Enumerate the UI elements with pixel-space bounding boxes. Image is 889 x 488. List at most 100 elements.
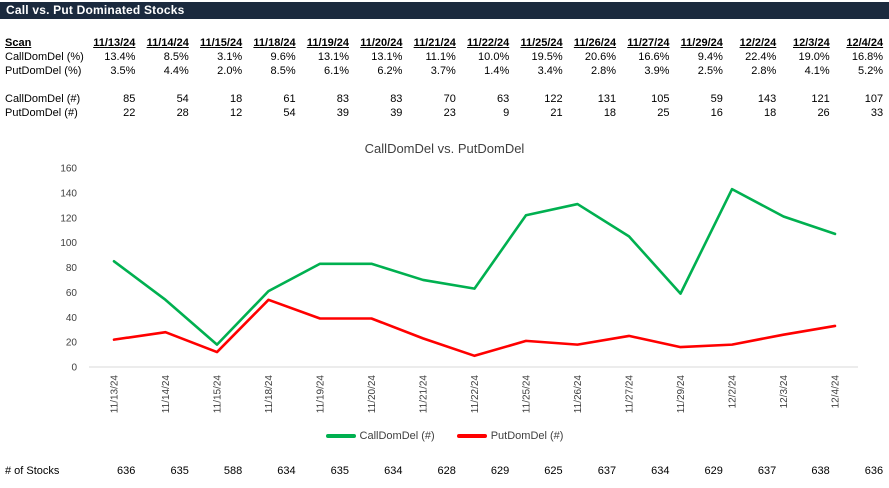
table-cell[interactable]: 18 <box>764 107 777 119</box>
table-cell[interactable]: 2.8% <box>590 65 617 77</box>
table-cell[interactable]: 2.8% <box>751 65 777 77</box>
table-cell[interactable]: 628 <box>437 465 456 477</box>
table-cell[interactable]: 3.9% <box>644 65 670 77</box>
table-header-cell[interactable]: 12/3/24 <box>792 37 830 49</box>
table-cell[interactable]: 625 <box>544 465 563 477</box>
table-cell[interactable]: 635 <box>170 465 189 477</box>
table-cell[interactable]: 635 <box>330 465 350 477</box>
table-cell[interactable]: 638 <box>811 465 830 477</box>
table-cell[interactable]: 6.1% <box>323 65 350 77</box>
table-header-cell[interactable]: 12/2/24 <box>739 37 777 49</box>
table-cell[interactable]: 629 <box>704 465 723 477</box>
table-cell[interactable]: 13.1% <box>371 51 403 63</box>
table-cell[interactable]: 28 <box>176 107 189 119</box>
table-cell[interactable]: 3.1% <box>217 51 243 63</box>
row-scan-header-label[interactable]: Scan <box>5 37 32 49</box>
table-cell[interactable]: 637 <box>757 465 777 477</box>
table-cell[interactable]: 19.5% <box>531 51 563 63</box>
table-header-cell[interactable]: 11/13/24 <box>93 37 136 49</box>
table-cell[interactable]: 634 <box>277 465 296 477</box>
table-cell[interactable]: 4.1% <box>804 65 830 77</box>
table-cell[interactable]: 63 <box>497 93 510 105</box>
row-calldomdel-pct-label[interactable]: CallDomDel (%) <box>5 51 84 63</box>
table-cell[interactable]: 9.4% <box>697 51 723 63</box>
table-cell[interactable]: 636 <box>864 465 884 477</box>
table-cell[interactable]: 54 <box>283 107 296 119</box>
table-cell[interactable]: 1.4% <box>484 65 510 77</box>
row-putdomdel-count: PutDomDel (#) 22 28 12 54 39 39 23 9 21 18 25 16 18 26… <box>0 106 889 120</box>
table-header-cell[interactable]: 11/22/24 <box>467 37 510 49</box>
table-cell[interactable]: 634 <box>384 465 403 477</box>
table-header-cell[interactable]: 12/4/24 <box>846 37 884 49</box>
table-cell[interactable]: 23 <box>443 107 456 119</box>
table-cell[interactable]: 6.2% <box>377 65 403 77</box>
table-cell[interactable]: 16 <box>710 107 723 119</box>
table-cell[interactable]: 13.1% <box>317 51 350 63</box>
table-cell[interactable]: 54 <box>176 93 189 105</box>
table-cell[interactable]: 3.4% <box>537 65 563 77</box>
table-cell[interactable]: 83 <box>336 93 350 105</box>
table-cell[interactable]: 8.5% <box>270 65 296 77</box>
table-cell[interactable]: 8.5% <box>163 51 189 63</box>
table-cell[interactable]: 26 <box>817 107 830 119</box>
table-cell[interactable]: 637 <box>597 465 617 477</box>
table-cell[interactable]: 83 <box>390 93 403 105</box>
table-cell[interactable]: 107 <box>864 93 884 105</box>
table-header-cell[interactable]: 11/29/24 <box>680 37 723 49</box>
table-cell[interactable]: 636 <box>117 465 136 477</box>
table-cell[interactable]: 131 <box>597 93 617 105</box>
line-chart-svg[interactable]: 0 20 40 60 80 100 120 140 160 11/13/24 11/14/24 11/… <box>0 156 889 426</box>
table-cell[interactable]: 143 <box>757 93 777 105</box>
table-cell[interactable]: 629 <box>490 465 510 477</box>
table-header-cell[interactable]: 11/19/24 <box>306 37 350 49</box>
table-cell[interactable]: 25 <box>657 107 670 119</box>
table-cell[interactable]: 16.8% <box>851 51 884 63</box>
table-cell[interactable]: 121 <box>811 93 830 105</box>
table-cell[interactable]: 3.5% <box>110 65 136 77</box>
table-cell[interactable]: 13.4% <box>104 51 136 63</box>
table-cell[interactable]: 22.4% <box>745 51 777 63</box>
table-cell[interactable]: 10.0% <box>478 51 510 63</box>
table-cell[interactable]: 9 <box>503 107 510 119</box>
table-header-cell[interactable]: 11/20/24 <box>360 37 403 49</box>
table-cell[interactable]: 33 <box>870 107 884 119</box>
table-header-cell[interactable]: 11/14/24 <box>146 37 189 49</box>
table-header-cell[interactable]: 11/27/24 <box>627 37 670 49</box>
table-cell[interactable]: 18 <box>603 107 617 119</box>
table-cell[interactable]: 20.6% <box>584 51 617 63</box>
table-cell[interactable]: 39 <box>336 107 350 119</box>
table-cell[interactable]: 61 <box>283 93 296 105</box>
table-cell[interactable]: 122 <box>544 93 563 105</box>
table-cell[interactable]: 3.7% <box>430 65 456 77</box>
table-cell[interactable]: 22 <box>123 107 136 119</box>
table-cell[interactable]: 21 <box>550 107 563 119</box>
row-num-stocks-label[interactable]: # of Stocks <box>5 465 60 477</box>
row-num-stocks: # of Stocks 636 635 588 634 635 634 628 629 625 63… <box>0 464 889 478</box>
table-cell[interactable]: 12 <box>229 107 243 119</box>
table-header-cell[interactable]: 11/15/24 <box>200 37 243 49</box>
row-putdomdel-count-label[interactable]: PutDomDel (#) <box>5 107 78 119</box>
table-cell[interactable]: 19.0% <box>798 51 830 63</box>
table-header-cell[interactable]: 11/18/24 <box>253 37 296 49</box>
table-header-cell[interactable]: 11/26/24 <box>573 37 617 49</box>
table-cell[interactable]: 2.0% <box>217 65 243 77</box>
table-header-cell[interactable]: 11/21/24 <box>413 37 456 49</box>
table-cell[interactable]: 16.6% <box>638 51 670 63</box>
table-cell[interactable]: 9.6% <box>270 51 296 63</box>
table-cell[interactable]: 18 <box>229 93 243 105</box>
table-cell[interactable]: 588 <box>223 465 243 477</box>
table-cell[interactable]: 70 <box>443 93 456 105</box>
title-bar[interactable]: Call vs. Put Dominated Stocks <box>0 2 889 19</box>
row-calldomdel-count-label[interactable]: CallDomDel (#) <box>5 93 81 105</box>
table-cell[interactable]: 85 <box>123 93 136 105</box>
table-cell[interactable]: 105 <box>651 93 670 105</box>
table-cell[interactable]: 634 <box>651 465 670 477</box>
row-putdomdel-pct-label[interactable]: PutDomDel (%) <box>5 65 82 77</box>
table-cell[interactable]: 5.2% <box>858 65 884 77</box>
table-cell[interactable]: 11.1% <box>425 51 456 63</box>
table-cell[interactable]: 2.5% <box>697 65 723 77</box>
table-cell[interactable]: 39 <box>390 107 403 119</box>
table-cell[interactable]: 59 <box>710 93 723 105</box>
table-cell[interactable]: 4.4% <box>163 65 189 77</box>
table-header-cell[interactable]: 11/25/24 <box>520 37 563 49</box>
